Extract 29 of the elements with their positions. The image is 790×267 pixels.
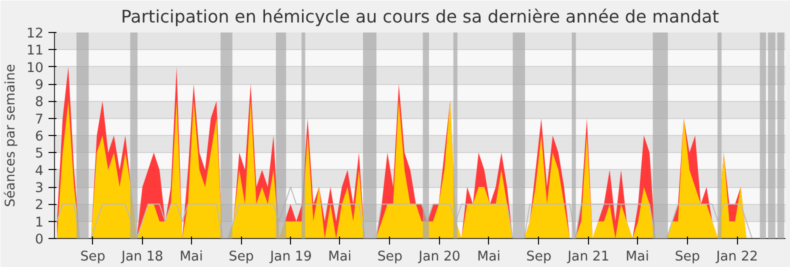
- x-tick-label: Mai: [180, 250, 203, 264]
- y-tick-label: 6: [35, 130, 44, 144]
- x-tick-label: Sep: [377, 250, 402, 264]
- x-tick-label: Mai: [477, 250, 500, 264]
- y-tick-label: 7: [35, 112, 44, 128]
- y-tick-label: 10: [26, 60, 44, 76]
- x-tick-label: Jan 18: [120, 250, 164, 264]
- x-tick-label: Jan 21: [566, 250, 610, 264]
- x-tick-label: Jan 20: [418, 250, 460, 264]
- y-tick-label: 1: [35, 215, 44, 230]
- y-tick-label: 11: [26, 44, 44, 59]
- x-tick-label: Mai: [626, 250, 650, 264]
- x-tick-label: Jan 19: [269, 250, 312, 264]
- y-tick-label: 4: [35, 164, 44, 179]
- x-tick-label: Jan 22: [715, 250, 758, 264]
- x-tick-label: Sep: [526, 250, 552, 264]
- chart-title: Participation en hémicycle au cours de sa dernière année de mandat: [121, 8, 720, 28]
- y-tick-label: 0: [35, 232, 44, 248]
- y-tick-label: 2: [35, 198, 44, 214]
- x-tick-label: Sep: [80, 250, 106, 264]
- y-tick-label: 12: [26, 26, 44, 42]
- x-tick-label: Sep: [228, 250, 254, 264]
- y-tick-label: 5: [35, 146, 44, 162]
- y-tick-label: 9: [35, 78, 44, 93]
- x-tick-label: Sep: [674, 250, 700, 264]
- y-axis-title: Séances par semaine: [4, 64, 19, 207]
- y-tick-label: 8: [35, 95, 44, 110]
- x-tick-label: Mai: [328, 250, 352, 264]
- y-tick-label: 3: [35, 181, 44, 196]
